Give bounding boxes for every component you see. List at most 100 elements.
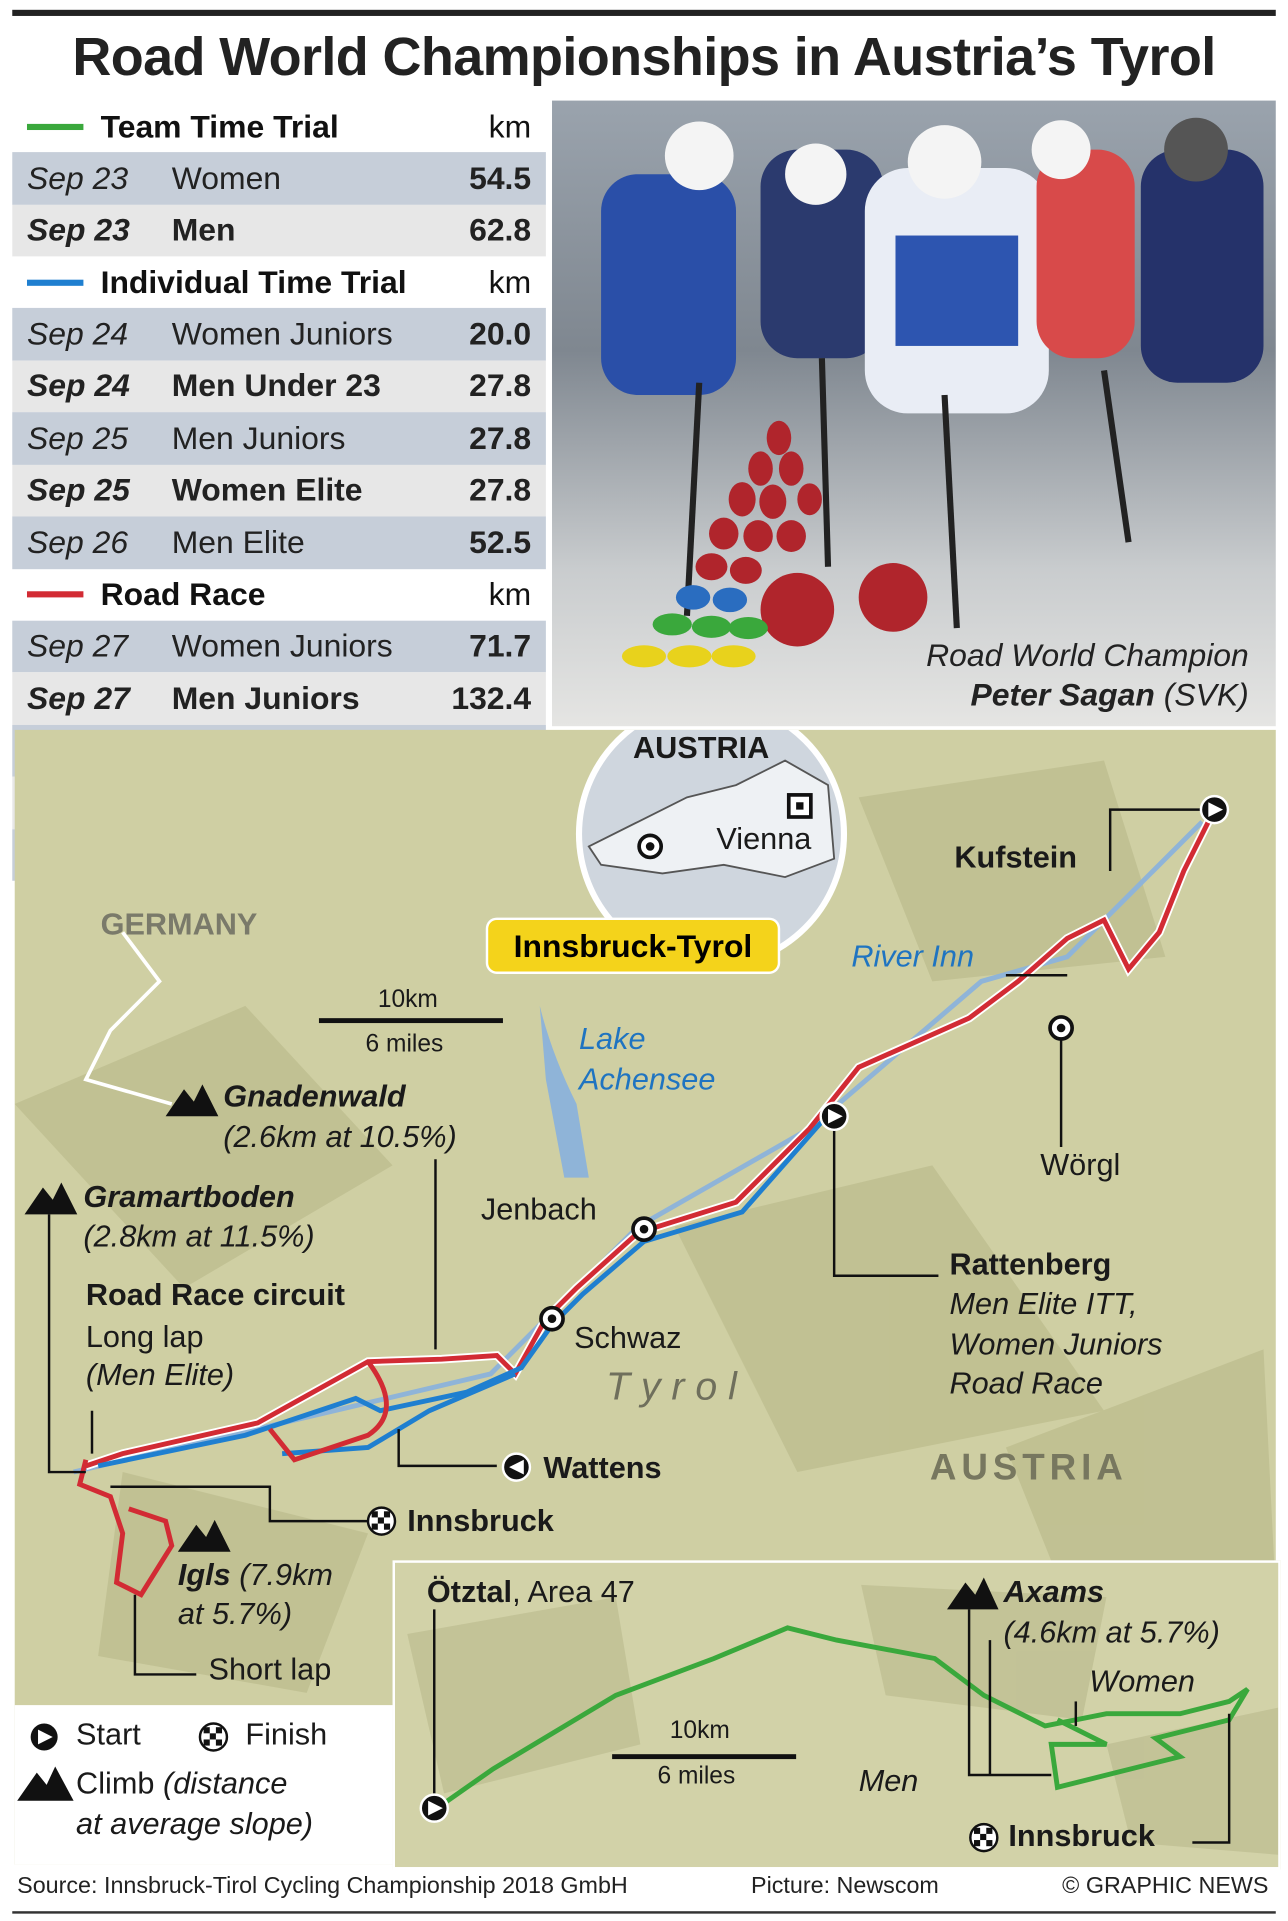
jenbach-label: Jenbach [480, 1192, 597, 1227]
schedule-row: Sep 25 Men Juniors 27.8 [12, 412, 546, 465]
axams-climb-icon [947, 1577, 999, 1610]
climb-icon [17, 1766, 74, 1801]
race-distance: 27.8 [469, 419, 532, 457]
scale-miles-label: 6 miles [365, 1030, 444, 1058]
circuit-label: Road Race circuit [85, 1278, 345, 1313]
team-time-trial-route [430, 1625, 1250, 1814]
legend-finish: Finish [245, 1717, 328, 1752]
race-event: Women Juniors [171, 627, 393, 664]
town-markers [539, 1015, 1074, 1332]
unit-label: km [488, 263, 532, 300]
section-individual-time-trial: Individual Time Trial km [12, 256, 546, 308]
gnadenwald-label: Gnadenwald [223, 1079, 406, 1114]
photo-cyclists: Road World Champion Peter Sagan (SVK) [552, 100, 1276, 727]
legend-climb: Climb [76, 1766, 155, 1801]
race-distance: 54.5 [469, 159, 532, 196]
race-event: Men [171, 211, 236, 249]
start-icon [30, 1723, 58, 1751]
race-event: Women Juniors [171, 314, 393, 352]
race-distance: 71.7 [469, 627, 532, 664]
unit-label: km [488, 575, 532, 613]
locator-capital-label: Vienna [716, 821, 812, 857]
lake-label-2: Achensee [579, 1062, 716, 1097]
race-event: Men Elite [171, 523, 305, 561]
river-inn-label: River Inn [851, 939, 975, 974]
innsbruck-tyrol-tag: Innsbruck-Tyrol [488, 920, 778, 972]
race-date: Sep 23 [26, 211, 130, 249]
source-credit: Source: Innsbruck-Tirol Cycling Champion… [17, 1873, 628, 1899]
area47-label: , Area 47 [512, 1575, 635, 1610]
race-date: Sep 24 [26, 314, 129, 352]
rattenberg-note: Men Elite ITT, [949, 1286, 1138, 1322]
race-distance: 27.8 [469, 367, 532, 404]
schwaz-label: Schwaz [574, 1321, 682, 1356]
race-date: Sep 23 [26, 159, 129, 196]
rattenberg-label: Rattenberg [949, 1247, 1112, 1282]
race-date: Sep 27 [26, 627, 129, 664]
long-lap-label: Long lap [85, 1319, 204, 1355]
inset-scale-bar [612, 1754, 797, 1760]
map-legend: Start Finish Climb (distance at average … [14, 1705, 393, 1865]
short-lap-label: Short lap [208, 1652, 332, 1687]
race-distance: 132.4 [451, 679, 532, 717]
top-rule [12, 9, 1276, 16]
locator-country-label: AUSTRIA [632, 731, 770, 766]
race-event: Men Under 23 [171, 367, 381, 404]
race-event: Women [171, 159, 282, 196]
climb-icons [24, 1084, 231, 1552]
race-date: Sep 24 [26, 367, 130, 404]
blue-line-swatch [26, 279, 84, 286]
inset-innsbruck-label: Innsbruck [1008, 1819, 1155, 1854]
rattenberg-note: Road Race [949, 1366, 1103, 1401]
kufstein-label: Kufstein [954, 840, 1078, 875]
schedule-row: Sep 25 Women Elite 27.8 [12, 464, 546, 517]
long-lap-note: (Men Elite) [85, 1357, 235, 1393]
finish-marker [366, 1506, 397, 1536]
red-line-swatch [26, 591, 84, 598]
caption-country: (SVK) [1163, 675, 1249, 713]
race-event: Men Juniors [171, 679, 360, 717]
lake-label: Lake [579, 1021, 646, 1057]
race-date: Sep 25 [26, 419, 129, 457]
schedule-row: Sep 23 Women 54.5 [12, 152, 546, 205]
race-date: Sep 26 [26, 523, 129, 561]
schedule-row: Sep 27 Men Juniors 132.4 [12, 672, 546, 725]
igls-detail: (7.9km [239, 1557, 333, 1593]
race-distance: 52.5 [469, 523, 532, 561]
tyrol-label: T y r o l [605, 1364, 737, 1409]
green-line-swatch [26, 123, 84, 130]
race-event: Men Juniors [171, 419, 346, 457]
caption-title: Road World Champion [926, 636, 1249, 674]
inset-scale-km: 10km [669, 1717, 730, 1745]
section-team-time-trial: Team Time Trial km [12, 101, 546, 153]
picture-credit: Picture: Newscom [751, 1873, 939, 1899]
schedule-row: Sep 24 Women Juniors 20.0 [12, 307, 546, 361]
race-distance: 20.0 [469, 314, 532, 352]
race-date: Sep 27 [26, 679, 130, 717]
section-label: Team Time Trial [100, 107, 339, 145]
lake-achensee-shape [539, 1005, 589, 1178]
legend-start: Start [76, 1717, 141, 1752]
scale-km-label: 10km [377, 986, 438, 1014]
schedule-row: Sep 23 Men 62.8 [12, 204, 546, 257]
schedule-row: Sep 24 Men Under 23 27.8 [12, 360, 546, 413]
germany-label: GERMANY [100, 907, 258, 943]
bottom-rule [12, 1911, 1276, 1914]
photo-caption: Road World Champion Peter Sagan (SVK) [926, 635, 1249, 714]
copyright-credit: © GRAPHIC NEWS [1062, 1873, 1269, 1899]
race-distance: 27.8 [469, 471, 532, 509]
individual-time-trial-route [97, 1117, 827, 1469]
axams-detail: (4.6km at 5.7%) [1003, 1615, 1220, 1650]
cyclists-illustration [601, 117, 1264, 629]
schedule-row: Sep 27 Women Juniors 71.7 [12, 620, 546, 673]
start-markers [501, 794, 1230, 1482]
border-line [83, 931, 173, 1106]
long-lap-route [267, 1360, 389, 1463]
finish-icon [198, 1722, 229, 1752]
caption-name: Peter Sagan [970, 675, 1155, 713]
race-date: Sep 25 [26, 471, 130, 509]
gnadenwald-detail: (2.6km at 10.5%) [223, 1119, 457, 1155]
austria-label: AUSTRIA [929, 1447, 1128, 1488]
legend-climb-note: (distance [162, 1766, 288, 1801]
